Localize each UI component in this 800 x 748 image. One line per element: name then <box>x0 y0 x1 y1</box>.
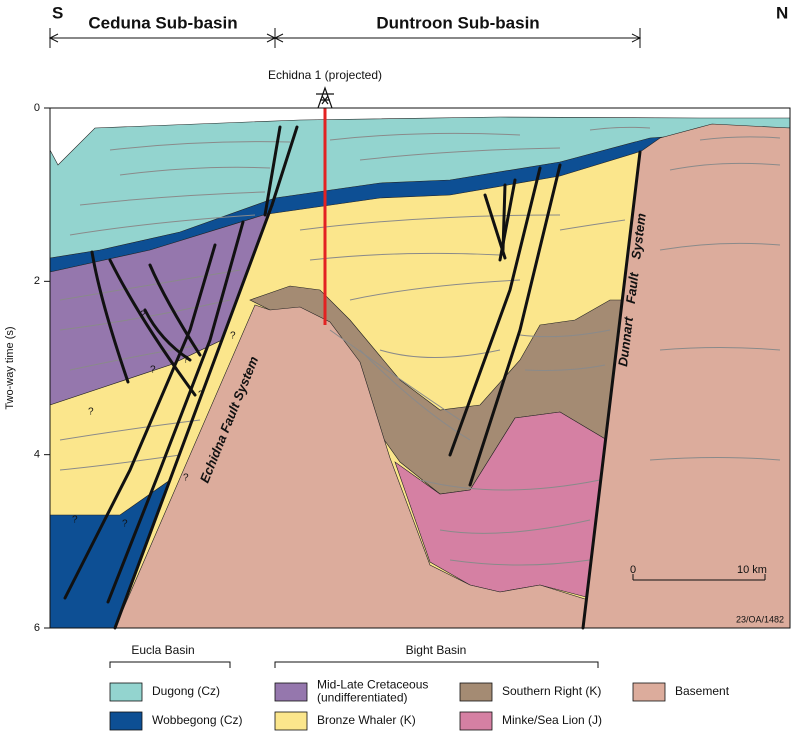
extent-arrows <box>48 28 642 48</box>
legend-label: Wobbegong (Cz) <box>152 713 243 727</box>
uncertainty-mark: ? <box>198 390 204 401</box>
axis-tick-label: 2 <box>34 275 40 287</box>
scale-label: 10 km <box>737 564 767 576</box>
legend-brackets <box>109 661 599 668</box>
section-frame <box>49 107 791 629</box>
legend-swatch <box>632 682 666 702</box>
legend-group: Eucla Basin <box>131 643 194 657</box>
scale-label: 0 <box>630 564 636 576</box>
axis-tick-label: 4 <box>34 449 40 461</box>
legend-swatch <box>459 711 493 731</box>
sub-basin-label: Ceduna Sub-basin <box>88 13 237 32</box>
uncertainty-mark: ? <box>88 407 94 418</box>
uncertainty-mark: ? <box>230 331 236 342</box>
legend-label: (undifferentiated) <box>317 691 408 705</box>
uncertainty-mark: ? <box>183 473 189 484</box>
legend-group: Bight Basin <box>406 643 467 657</box>
well-icon <box>316 86 334 109</box>
legend-label: Bronze Whaler (K) <box>317 713 416 727</box>
legend-label: Dugong (Cz) <box>152 684 220 698</box>
faults <box>63 108 642 630</box>
legend-label: Mid-Late Cretaceous <box>317 678 428 692</box>
axis-label: Two-way time (s) <box>4 326 16 409</box>
figure-id: 23/OA/1482 <box>736 614 784 624</box>
uncertainty-mark: ? <box>122 519 128 530</box>
axis-tick-label: 6 <box>34 622 40 634</box>
legend-label: Minke/Sea Lion (J) <box>502 713 602 727</box>
layers <box>49 116 791 629</box>
north-label: N <box>776 3 788 22</box>
layer <box>114 304 589 629</box>
uncertainty-mark: ? <box>72 515 78 526</box>
south-label: S <box>52 3 63 22</box>
legend-swatch <box>109 711 143 731</box>
well-label: Echidna 1 (projected) <box>268 68 382 82</box>
axis-tick-label: 0 <box>34 102 40 114</box>
legend-swatch <box>109 682 143 702</box>
uncertainty-mark: ? <box>140 310 146 321</box>
legend-swatch <box>274 682 308 702</box>
legend-label: Basement <box>675 684 730 698</box>
legend-swatch <box>274 711 308 731</box>
uncertainty-mark: ? <box>150 365 156 376</box>
scale-bar <box>632 574 766 581</box>
sub-basin-label: Duntroon Sub-basin <box>376 13 539 32</box>
legend-swatch <box>459 682 493 702</box>
uncertainty-mark: ? <box>183 355 189 366</box>
legend-label: Southern Right (K) <box>502 684 601 698</box>
